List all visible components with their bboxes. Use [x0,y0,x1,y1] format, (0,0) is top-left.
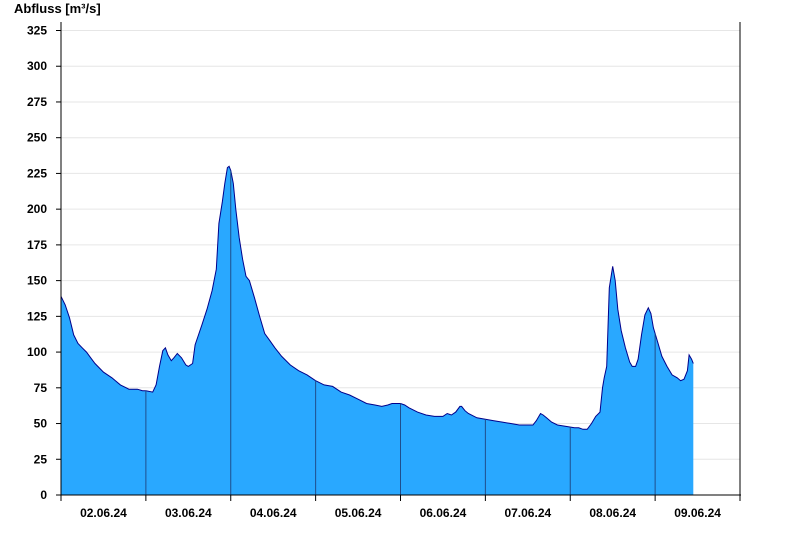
y-tick-label: 175 [27,238,47,252]
y-tick-label: 300 [27,59,47,73]
y-tick-label: 125 [27,309,47,323]
x-tick-label: 06.06.24 [420,506,467,520]
x-tick-label: 07.06.24 [504,506,551,520]
y-tick-label: 275 [27,95,47,109]
y-tick-label: 325 [27,24,47,38]
y-tick-label: 50 [34,417,48,431]
y-tick-label: 75 [34,381,48,395]
x-tick-label: 03.06.24 [165,506,212,520]
y-tick-label: 225 [27,166,47,180]
discharge-line [60,165,694,430]
y-tick-label: 250 [27,131,47,145]
x-tick-label: 09.06.24 [674,506,721,520]
y-tick-label: 25 [34,452,48,466]
y-tick-label: 200 [27,202,47,216]
x-tick-label: 04.06.24 [250,506,297,520]
axis-layer: 0 25 50 75 100 125 150 175 200 225 250 275 300 325 02.… [27,22,741,520]
y-tick-label: 150 [27,274,47,288]
discharge-area [61,166,694,496]
y-axis-title: Abfluss [m³/s] [14,1,101,16]
x-tick-label: 02.06.24 [80,506,127,520]
x-tick-label: 05.06.24 [335,506,382,520]
y-tick-label: 0 [40,488,47,502]
x-tick-label: 08.06.24 [589,506,636,520]
day-separator-layer [145,170,656,495]
area-layer [60,165,694,496]
y-tick-label: 100 [27,345,47,359]
